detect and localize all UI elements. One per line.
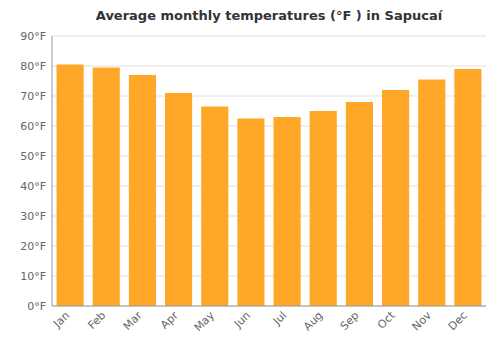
- y-tick-label: 30°F: [20, 210, 46, 223]
- x-tick-label: Nov: [409, 309, 434, 334]
- bar: [129, 75, 156, 306]
- y-tick-label: 70°F: [20, 90, 46, 103]
- y-tick-label: 90°F: [20, 30, 46, 43]
- grid-line: [52, 306, 486, 307]
- x-tick-label: Feb: [85, 309, 108, 332]
- x-tick-label: Jul: [270, 309, 289, 328]
- title: Average monthly temperatures (°F ) in Sa…: [96, 8, 444, 23]
- y-axis-line: [52, 36, 53, 306]
- bar: [93, 68, 120, 307]
- x-tick-label: Sep: [338, 309, 362, 333]
- y-tick-label: 0°F: [27, 300, 46, 313]
- y-tick-label: 60°F: [20, 120, 46, 133]
- chart-container: Average monthly temperatures (°F ) in Sa…: [0, 0, 500, 350]
- x-tick-label: Dec: [446, 309, 470, 333]
- bar: [57, 65, 84, 307]
- grid-line: [52, 36, 486, 37]
- bar: [201, 107, 228, 307]
- y-tick-label: 20°F: [20, 240, 46, 253]
- y-tick-label: 10°F: [20, 270, 46, 283]
- page: {"chart_data": {"type": "bar", "title": …: [0, 0, 500, 350]
- grid-line: [52, 66, 486, 67]
- bar: [418, 80, 445, 307]
- x-tick-label: Jun: [231, 309, 253, 331]
- bar: [274, 117, 301, 306]
- bar: [237, 119, 264, 307]
- y-tick-label: 50°F: [20, 150, 46, 163]
- x-tick-label: Aug: [301, 309, 325, 333]
- bars: [57, 65, 482, 307]
- grid: [52, 36, 486, 306]
- x-axis-line: [52, 306, 486, 307]
- x-axis: Jan Feb Mar Apr May Jun Jul Aug Sep Oct Nov Dec: [50, 308, 470, 334]
- bar: [346, 102, 373, 306]
- x-tick-label: May: [192, 309, 218, 335]
- y-tick-label: 40°F: [20, 180, 46, 193]
- bar: [310, 111, 337, 306]
- y-axis: 0°F 10°F 20°F 30°F 40°F 50°F 60°F 70°F 80°F 90°F: [20, 30, 46, 313]
- x-tick-label: Oct: [375, 308, 398, 331]
- chart-svg: Average monthly temperatures (°F ) in Sa…: [0, 0, 500, 350]
- x-tick-label: Jan: [50, 309, 72, 331]
- x-tick-label: Apr: [158, 309, 181, 332]
- bar: [382, 90, 409, 306]
- x-tick-label: Mar: [121, 309, 145, 333]
- bar: [454, 69, 481, 306]
- bar: [165, 93, 192, 306]
- y-tick-label: 80°F: [20, 60, 46, 73]
